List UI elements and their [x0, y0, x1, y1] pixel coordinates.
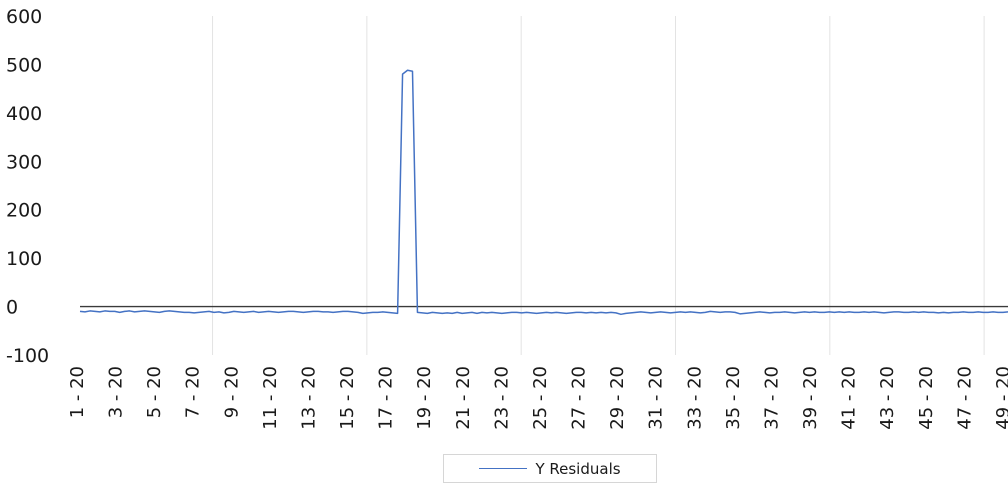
x-tick-label: 1 - 20 [67, 366, 88, 418]
residuals-chart: 600 500 400 300 200 100 0 -100 1 - 20 3 - 20 5 - … [6, 6, 1008, 430]
x-tick-label: 45 - 20 [916, 366, 937, 430]
x-tick-label: 47 - 20 [954, 366, 975, 430]
x-tick-label: 19 - 20 [414, 366, 435, 430]
y-tick-label: 300 [6, 151, 42, 173]
x-tick-label: 17 - 20 [376, 366, 397, 430]
x-tick-label: 37 - 20 [761, 366, 782, 430]
series-line-y-residuals [79, 69, 1008, 316]
legend-label-y-residuals: Y Residuals [535, 459, 621, 478]
x-tick-label: 11 - 20 [260, 366, 281, 430]
x-tick-label: 21 - 20 [453, 366, 474, 430]
y-tick-label: 100 [6, 248, 42, 270]
x-tick-label: 31 - 20 [646, 366, 667, 430]
x-axis-tick-labels: 1 - 20 3 - 20 5 - 20 7 - 20 9 - 20 11 - 20 13 … [67, 366, 1008, 430]
chart-legend: Y Residuals [443, 454, 657, 483]
y-tick-label: 200 [6, 200, 42, 222]
y-tick-label: -100 [6, 345, 49, 367]
x-tick-label: 25 - 20 [530, 366, 551, 430]
x-tick-label: 5 - 20 [144, 366, 165, 418]
x-tick-label: 43 - 20 [877, 366, 898, 430]
y-tick-label: 400 [6, 103, 42, 125]
x-tick-label: 23 - 20 [491, 366, 512, 430]
x-tick-label: 13 - 20 [298, 366, 319, 430]
x-tick-label: 29 - 20 [607, 366, 628, 430]
x-tick-label: 35 - 20 [723, 366, 744, 430]
y-tick-label: 600 [6, 6, 42, 28]
x-tick-label: 3 - 20 [106, 366, 127, 418]
x-tick-label: 7 - 20 [183, 366, 204, 418]
series-y-residuals [79, 69, 1008, 316]
x-tick-label: 27 - 20 [569, 366, 590, 430]
x-tick-label: 49 - 20 [993, 366, 1008, 430]
x-tick-label: 39 - 20 [800, 366, 821, 430]
x-tick-label: 15 - 20 [337, 366, 358, 430]
x-tick-label: 33 - 20 [684, 366, 705, 430]
x-tick-label: 41 - 20 [839, 366, 860, 430]
vertical-gridlines [212, 16, 985, 355]
y-tick-label: 0 [6, 297, 18, 319]
y-axis-tick-labels: 600 500 400 300 200 100 0 -100 [6, 6, 49, 367]
y-tick-label: 500 [6, 54, 42, 76]
legend-swatch-y-residuals [479, 468, 528, 469]
x-tick-label: 9 - 20 [221, 366, 242, 418]
